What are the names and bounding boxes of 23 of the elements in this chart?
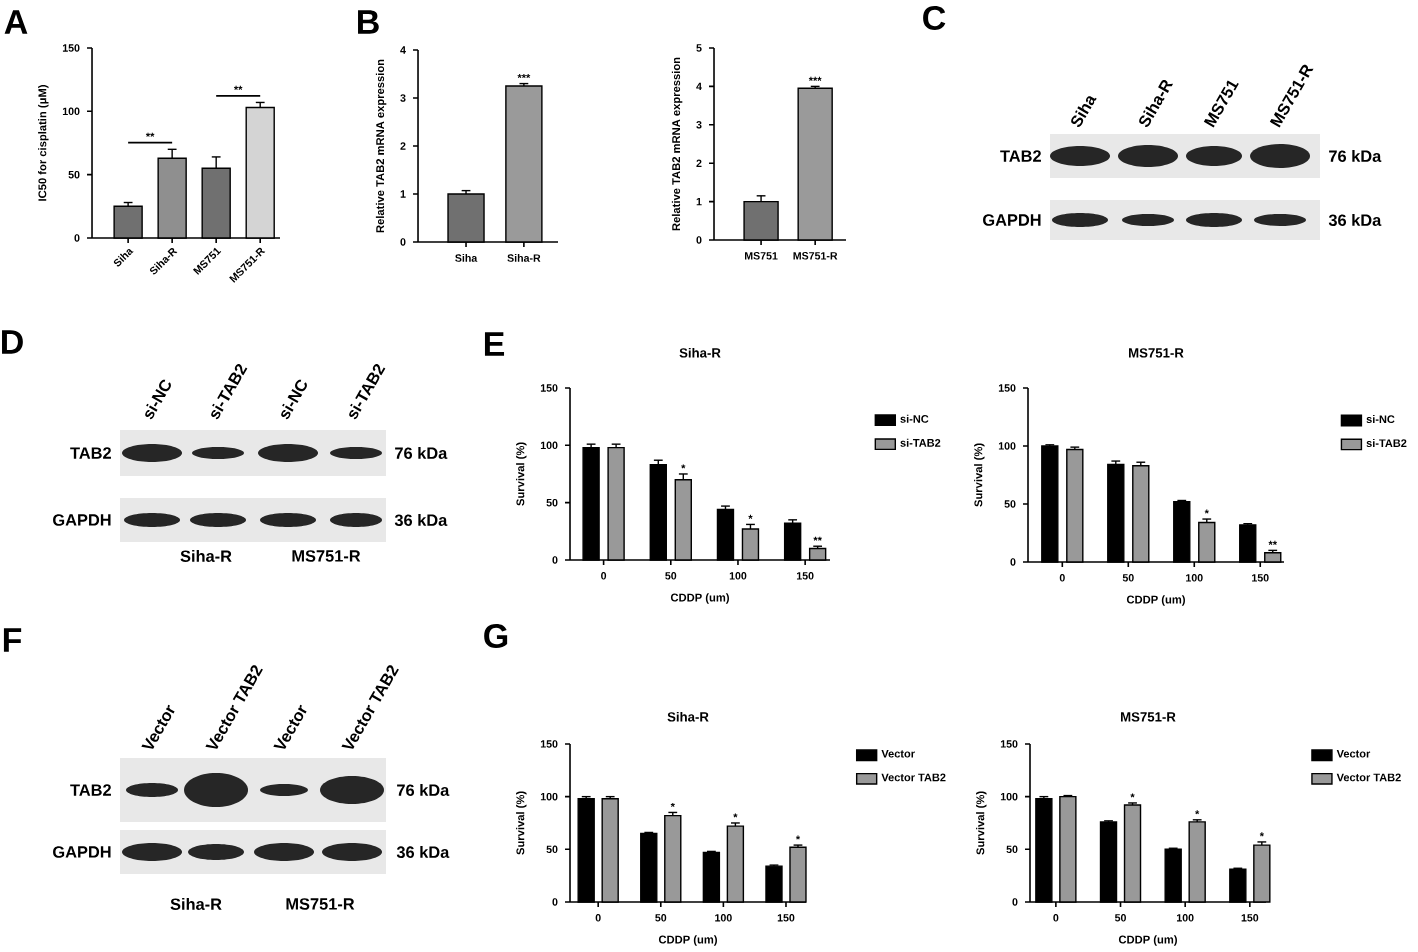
text: E (484, 332, 505, 356)
category-label: 76 kDa (397, 783, 450, 796)
text: Siha-R (170, 897, 222, 910)
category-label: 76 kDa (395, 446, 448, 459)
text: C (923, 5, 946, 31)
category-label: GAPDH (983, 214, 1041, 226)
category-label: 76 kDa (1329, 149, 1382, 162)
category-label: GAPDH (53, 846, 111, 858)
text: D (2, 330, 23, 354)
category-label: 36 kDa (396, 845, 450, 859)
text: B (358, 10, 379, 34)
category-label: 36 kDa (1328, 213, 1382, 227)
text: MS751-R (286, 898, 355, 910)
category-label: TAB2 (70, 447, 111, 459)
category-label: GAPDH (53, 514, 111, 526)
category-label: 36 kDa (394, 513, 448, 527)
text: Siha-R (180, 549, 232, 562)
text: G (484, 623, 508, 649)
text: F (3, 628, 22, 652)
category-label: TAB2 (70, 784, 111, 796)
category-label: TAB2 (1000, 150, 1041, 162)
text: MS751-R (292, 550, 361, 562)
text: A (4, 10, 28, 34)
